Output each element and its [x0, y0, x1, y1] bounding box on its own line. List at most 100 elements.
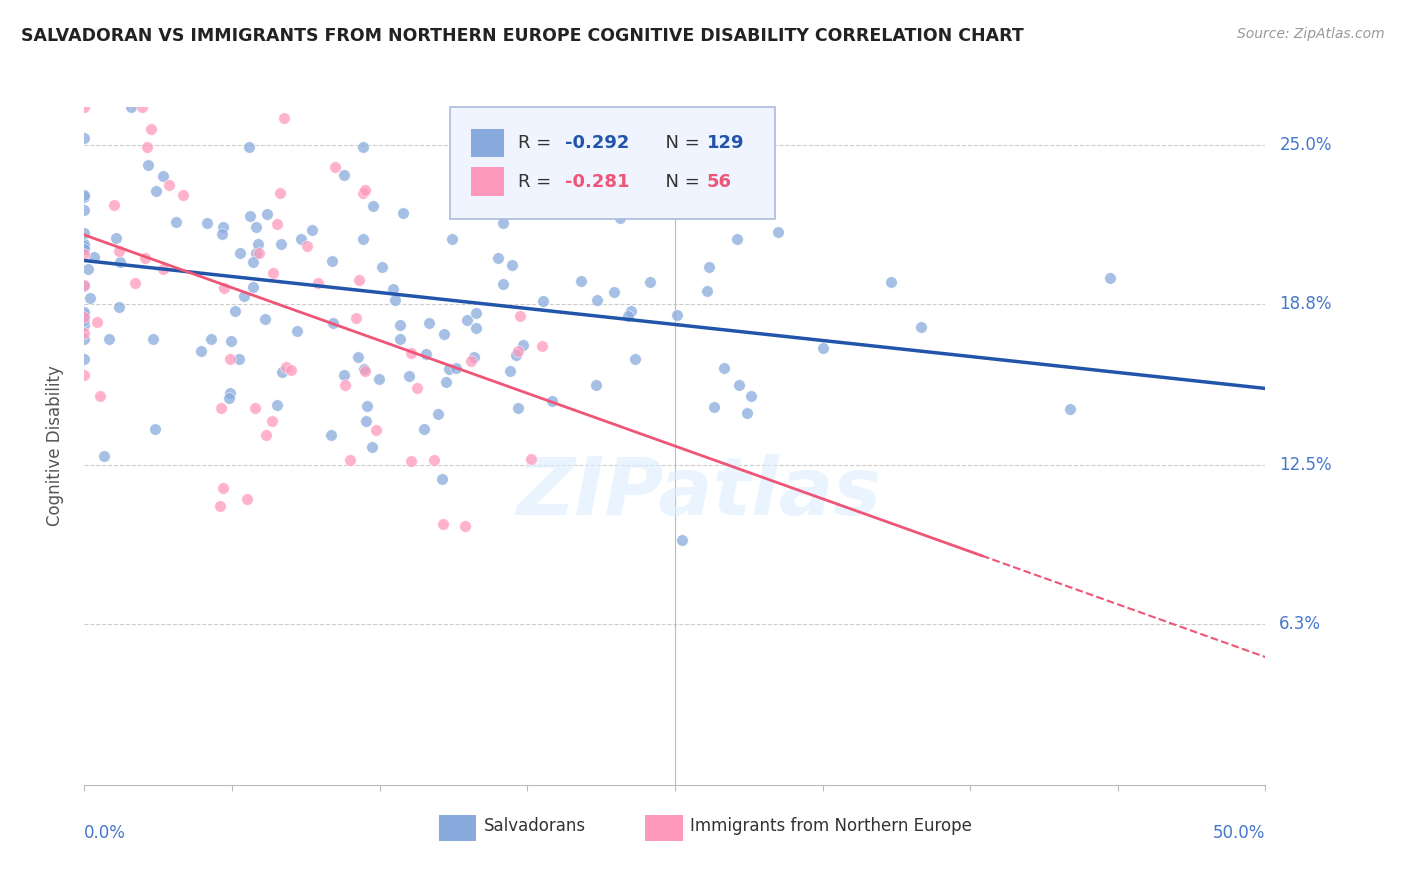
Point [356, 399, 378, 413]
Point [399, 454, 422, 468]
Text: R =: R = [517, 134, 557, 152]
Text: 12.5%: 12.5% [1279, 456, 1331, 475]
Point [405, 381, 427, 395]
Point [73, 236, 96, 251]
Point [108, 244, 131, 258]
Point [569, 274, 592, 288]
Point [260, 414, 283, 428]
Point [165, 215, 187, 229]
Point [104, 231, 127, 245]
Point [290, 232, 312, 246]
Point [353, 184, 375, 198]
Point [434, 375, 457, 389]
Point [427, 407, 450, 421]
Point [415, 347, 437, 361]
Point [352, 139, 374, 153]
Text: 0.0%: 0.0% [84, 824, 127, 842]
Point [211, 227, 233, 241]
Point [131, 100, 153, 114]
Text: -0.281: -0.281 [565, 173, 630, 191]
Point [73, 278, 96, 293]
Point [321, 253, 343, 268]
Point [73, 202, 96, 217]
Point [77, 261, 100, 276]
Point [617, 309, 640, 323]
Point [73, 304, 96, 318]
Point [73, 242, 96, 256]
Point [499, 364, 522, 378]
Point [142, 332, 165, 346]
Point [218, 391, 240, 405]
Point [506, 401, 529, 415]
Text: 56: 56 [707, 173, 731, 191]
Point [371, 260, 394, 275]
Y-axis label: Cognitive Disability: Cognitive Disability [45, 366, 63, 526]
Point [384, 293, 406, 307]
Point [120, 100, 142, 114]
FancyBboxPatch shape [645, 814, 683, 840]
Point [73, 100, 96, 114]
Point [623, 351, 645, 366]
Point [585, 377, 607, 392]
Text: N =: N = [654, 173, 706, 191]
Point [530, 338, 553, 352]
Point [245, 220, 267, 235]
Text: ZIPatlas: ZIPatlas [516, 454, 882, 533]
Point [238, 140, 260, 154]
Point [274, 359, 297, 374]
Point [880, 276, 903, 290]
Point [492, 277, 515, 291]
Point [247, 246, 270, 260]
Point [262, 267, 284, 281]
Point [460, 354, 482, 368]
Point [388, 332, 411, 346]
Point [73, 227, 96, 241]
Point [368, 371, 391, 385]
Point [437, 361, 460, 376]
Point [728, 378, 751, 392]
Point [609, 211, 631, 226]
Text: N =: N = [654, 134, 706, 152]
Point [211, 220, 233, 235]
Point [245, 246, 267, 260]
Point [271, 365, 294, 379]
Point [531, 293, 554, 308]
Point [232, 289, 254, 303]
Point [266, 398, 288, 412]
Point [139, 121, 162, 136]
Point [520, 452, 543, 467]
Point [239, 209, 262, 223]
Point [73, 332, 96, 346]
Text: 18.8%: 18.8% [1279, 295, 1331, 313]
Point [766, 225, 789, 239]
Point [399, 346, 422, 360]
Point [287, 324, 309, 338]
Text: SALVADORAN VS IMMIGRANTS FROM NORTHERN EUROPE COGNITIVE DISABILITY CORRELATION C: SALVADORAN VS IMMIGRANTS FROM NORTHERN E… [21, 27, 1024, 45]
Point [464, 306, 486, 320]
Point [107, 300, 129, 314]
Point [456, 313, 478, 327]
Text: Source: ZipAtlas.com: Source: ZipAtlas.com [1237, 27, 1385, 41]
Point [381, 282, 404, 296]
Point [273, 112, 295, 126]
Point [492, 216, 515, 230]
Point [505, 348, 527, 362]
Point [392, 206, 415, 220]
Point [212, 280, 235, 294]
Point [464, 321, 486, 335]
Point [540, 394, 562, 409]
Text: 6.3%: 6.3% [1279, 615, 1322, 632]
Point [713, 361, 735, 376]
Point [256, 207, 278, 221]
Point [269, 186, 291, 201]
Point [339, 452, 361, 467]
Point [333, 368, 356, 382]
Point [73, 247, 96, 261]
Point [910, 319, 932, 334]
Point [307, 276, 329, 290]
Point [346, 311, 368, 326]
Point [73, 279, 96, 293]
Point [1059, 402, 1081, 417]
Point [353, 364, 375, 378]
Point [212, 481, 235, 495]
